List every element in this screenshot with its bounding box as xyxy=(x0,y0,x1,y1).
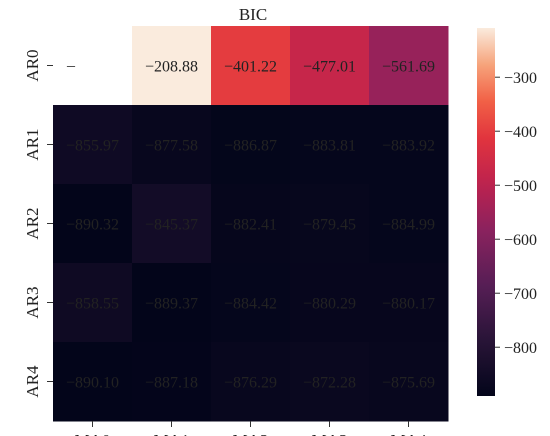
heatmap-cell-ar0-ma2 xyxy=(211,26,291,106)
cell-value-label: −880.17 xyxy=(382,296,435,313)
colorbar-tick-label: −800 xyxy=(504,340,537,357)
cell-value-label: −880.29 xyxy=(303,296,356,313)
cell-value-label: −855.97 xyxy=(66,138,119,155)
cell-value-label: −886.87 xyxy=(224,138,277,155)
heatmap-cell-ar0-ma4 xyxy=(369,26,449,106)
heatmap-cell-ar1-ma1 xyxy=(132,105,212,185)
missing-cell-marker: – xyxy=(66,58,76,75)
cell-value-label: −477.01 xyxy=(303,59,356,76)
heatmap-cell-ar3-ma0 xyxy=(53,263,133,343)
heatmap-cell-ar2-ma2 xyxy=(211,184,291,264)
x-tick-label-ma0: MA0 xyxy=(75,431,111,436)
colorbar-tick-label: −700 xyxy=(504,286,537,303)
heatmap-cell-ar3-ma4 xyxy=(369,263,449,343)
cell-value-label: −890.32 xyxy=(66,217,119,234)
cell-value-label: −876.29 xyxy=(224,375,277,392)
cell-value-label: −877.58 xyxy=(145,138,198,155)
colorbar-tick-label: −300 xyxy=(504,70,537,87)
colorbar-tick-label: −600 xyxy=(504,232,537,249)
cell-value-label: −884.99 xyxy=(382,217,435,234)
heatmap-cell-ar2-ma0 xyxy=(53,184,133,264)
x-tick-label-ma2: MA2 xyxy=(233,431,269,436)
cell-value-label: −889.37 xyxy=(145,296,198,313)
heatmap-cell-ar1-ma2 xyxy=(211,105,291,185)
colorbar xyxy=(477,28,495,396)
heatmap-cell-ar4-ma2 xyxy=(211,342,291,422)
cell-value-label: −858.55 xyxy=(66,296,119,313)
cell-value-label: −890.10 xyxy=(66,375,119,392)
heatmap-cell-ar1-ma3 xyxy=(290,105,370,185)
cell-value-label: −872.28 xyxy=(303,375,356,392)
cell-value-label: −882.41 xyxy=(224,217,277,234)
cell-value-label: −401.22 xyxy=(224,59,277,76)
cell-value-label: −879.45 xyxy=(303,217,356,234)
heatmap-cell-ar2-ma1 xyxy=(132,184,212,264)
cell-value-label: −883.92 xyxy=(382,138,435,155)
y-tick-label-ar1: AR1 xyxy=(23,128,42,160)
heatmap-cell-ar4-ma0 xyxy=(53,342,133,422)
heatmap-cell-ar3-ma2 xyxy=(211,263,291,343)
heatmap-cell-ar2-ma4 xyxy=(369,184,449,264)
cell-value-label: −208.88 xyxy=(145,59,198,76)
y-tick-label-ar2: AR2 xyxy=(23,207,42,239)
y-tick-label-ar0: AR0 xyxy=(23,49,42,81)
heatmap-cell-ar4-ma4 xyxy=(369,342,449,422)
cell-value-label: −883.81 xyxy=(303,138,356,155)
cell-value-label: −884.42 xyxy=(224,296,277,313)
heatmap-cell-ar3-ma1 xyxy=(132,263,212,343)
heatmap-cell-ar1-ma0 xyxy=(53,105,133,185)
heatmap-cell-ar1-ma4 xyxy=(369,105,449,185)
cell-value-label: −561.69 xyxy=(382,59,435,76)
y-tick-label-ar4: AR4 xyxy=(23,365,42,398)
colorbar-tick-label: −500 xyxy=(504,178,537,195)
chart-title: BIC xyxy=(239,5,267,24)
cell-value-label: −887.18 xyxy=(145,375,198,392)
heatmap-cell-ar0-ma1 xyxy=(132,26,212,106)
y-tick-label-ar3: AR3 xyxy=(23,286,42,318)
cell-value-label: −845.37 xyxy=(145,217,198,234)
x-tick-label-ma3: MA3 xyxy=(312,431,348,436)
heatmap-cell-ar2-ma3 xyxy=(290,184,370,264)
cell-value-label: −875.69 xyxy=(382,375,435,392)
heatmap-cell-ar4-ma1 xyxy=(132,342,212,422)
heatmap-cell-ar0-ma3 xyxy=(290,26,370,106)
heatmap-cell-ar4-ma3 xyxy=(290,342,370,422)
colorbar-tick-label: −400 xyxy=(504,124,537,141)
x-tick-label-ma4: MA4 xyxy=(391,431,427,436)
heatmap-cell-ar3-ma3 xyxy=(290,263,370,343)
x-tick-label-ma1: MA1 xyxy=(154,431,190,436)
